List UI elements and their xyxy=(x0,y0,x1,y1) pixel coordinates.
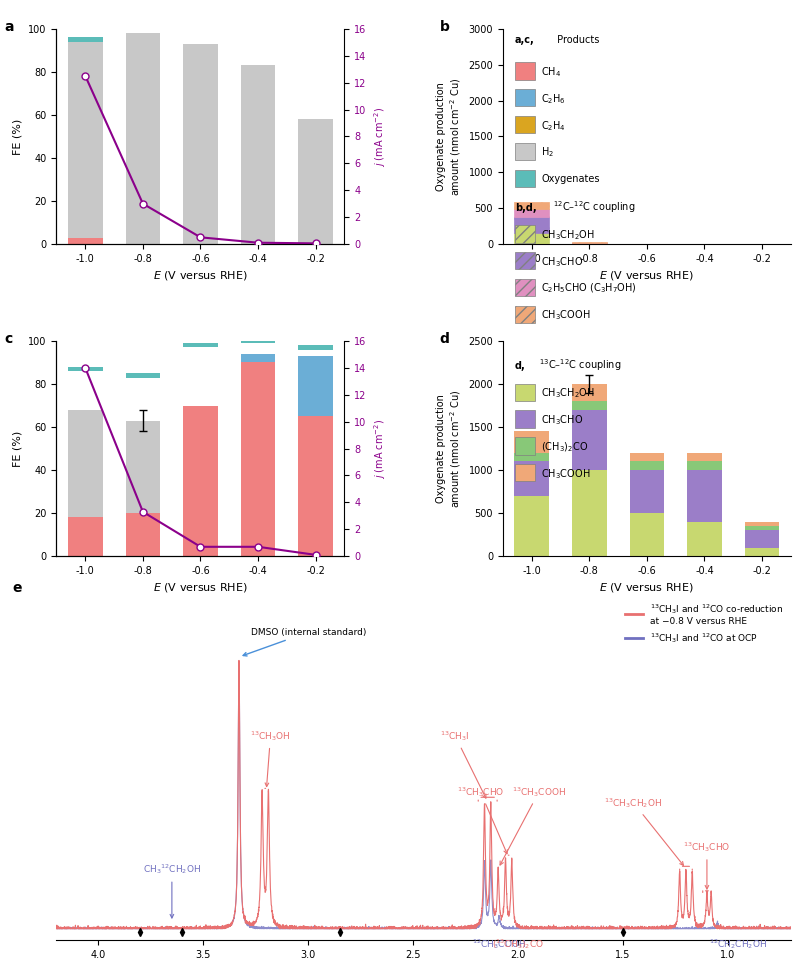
Bar xyxy=(629,453,664,461)
Bar xyxy=(68,238,102,244)
Bar xyxy=(240,341,275,343)
Bar xyxy=(126,373,160,378)
Text: CH$_3$$^{12}$CH$_2$OH: CH$_3$$^{12}$CH$_2$OH xyxy=(143,862,201,918)
Bar xyxy=(299,356,333,416)
Bar xyxy=(299,119,333,244)
Text: CH$_3$CH$_2$OH: CH$_3$CH$_2$OH xyxy=(541,228,596,242)
Text: CH$_4$: CH$_4$ xyxy=(541,65,562,79)
Bar xyxy=(240,354,275,363)
Bar xyxy=(629,513,664,556)
Bar xyxy=(572,409,607,470)
X-axis label: $E$ (V versus RHE): $E$ (V versus RHE) xyxy=(153,269,248,282)
Y-axis label: FE (%): FE (%) xyxy=(13,431,23,467)
Text: a: a xyxy=(5,20,15,35)
Bar xyxy=(688,522,721,556)
Text: d,: d, xyxy=(515,362,525,371)
Bar xyxy=(572,401,607,409)
Bar xyxy=(68,41,102,244)
Bar xyxy=(299,550,333,556)
Text: $^{12}$C–$^{12}$C coupling: $^{12}$C–$^{12}$C coupling xyxy=(550,199,636,215)
Text: a,c,: a,c, xyxy=(515,35,534,45)
Bar xyxy=(183,44,218,244)
Text: CH$_3$COOH: CH$_3$COOH xyxy=(541,309,591,322)
Text: b,d,: b,d, xyxy=(515,203,537,213)
Bar xyxy=(68,409,102,556)
Y-axis label: $j$ (mA cm$^{-2}$): $j$ (mA cm$^{-2}$) xyxy=(372,418,388,479)
Bar xyxy=(688,453,721,461)
Text: $^{13}$CH$_3$I: $^{13}$CH$_3$I xyxy=(441,729,486,798)
Bar xyxy=(183,406,218,556)
Bar xyxy=(514,217,549,233)
Bar xyxy=(240,363,275,556)
X-axis label: $E$ (V versus RHE): $E$ (V versus RHE) xyxy=(153,581,248,595)
Bar xyxy=(514,201,549,209)
Text: CH$_3$COOH: CH$_3$COOH xyxy=(541,467,591,480)
Text: e: e xyxy=(12,581,22,595)
Bar xyxy=(572,384,607,401)
Text: CH$_3$CHO: CH$_3$CHO xyxy=(541,255,583,269)
Text: $^{13}$CH$_3$CHO: $^{13}$CH$_3$CHO xyxy=(457,784,508,854)
Bar xyxy=(126,421,160,556)
Bar xyxy=(183,498,218,556)
Text: d: d xyxy=(440,333,449,346)
Text: (CH$_3$)$_2$CO: (CH$_3$)$_2$CO xyxy=(541,440,588,454)
Text: C$_2$H$_5$CHO (C$_3$H$_7$OH): C$_2$H$_5$CHO (C$_3$H$_7$OH) xyxy=(541,282,638,295)
Text: H$_2$: H$_2$ xyxy=(541,146,554,159)
Bar xyxy=(745,522,780,526)
Bar xyxy=(514,432,549,453)
X-axis label: $E$ (V versus RHE): $E$ (V versus RHE) xyxy=(600,581,694,595)
Bar xyxy=(745,548,780,556)
X-axis label: $E$ (V versus RHE): $E$ (V versus RHE) xyxy=(600,269,694,282)
Bar xyxy=(745,530,780,548)
Y-axis label: $j$ (mA cm$^{-2}$): $j$ (mA cm$^{-2}$) xyxy=(372,106,388,167)
Bar xyxy=(68,366,102,371)
Bar xyxy=(514,461,549,496)
Text: DMSO (internal standard): DMSO (internal standard) xyxy=(243,628,366,656)
Text: ($^{13}$CH$_3$)$_2$CO: ($^{13}$CH$_3$)$_2$CO xyxy=(492,938,544,951)
Text: $^{13}$CH$_3$CH$_2$OH: $^{13}$CH$_3$CH$_2$OH xyxy=(604,796,684,865)
Text: CH$_3$CHO: CH$_3$CHO xyxy=(541,413,583,427)
Bar xyxy=(68,37,102,41)
Bar xyxy=(514,453,549,461)
Text: C$_2$H$_6$: C$_2$H$_6$ xyxy=(541,92,567,105)
Text: $^{13}$C–$^{12}$C coupling: $^{13}$C–$^{12}$C coupling xyxy=(536,358,621,373)
Text: b: b xyxy=(440,20,449,35)
Y-axis label: FE (%): FE (%) xyxy=(13,118,23,154)
Text: $^{12}$CH$_2$CH$_2$OH: $^{12}$CH$_2$CH$_2$OH xyxy=(709,938,767,951)
Bar xyxy=(126,33,160,244)
Bar xyxy=(514,209,549,217)
Bar xyxy=(514,496,549,556)
Bar xyxy=(240,65,275,244)
Text: C$_2$H$_4$: C$_2$H$_4$ xyxy=(541,119,567,132)
Bar xyxy=(299,416,333,556)
Y-axis label: Oxygenate production
amount (nmol cm$^{-2}$ Cu): Oxygenate production amount (nmol cm$^{-… xyxy=(436,78,463,196)
Bar xyxy=(126,513,160,556)
Text: CH$_3$CH$_2$OH: CH$_3$CH$_2$OH xyxy=(541,386,596,400)
Bar xyxy=(745,526,780,530)
Y-axis label: Oxygenate production
amount (nmol cm$^{-2}$ Cu): Oxygenate production amount (nmol cm$^{-… xyxy=(436,389,463,507)
Bar xyxy=(688,470,721,522)
Text: $^{13}$CH$_3$CHO: $^{13}$CH$_3$CHO xyxy=(684,840,730,889)
Text: $^{12}$CH$_3$COOH: $^{12}$CH$_3$COOH xyxy=(472,938,526,951)
Text: $^{13}$CH$_3$COOH: $^{13}$CH$_3$COOH xyxy=(500,784,566,865)
Bar xyxy=(68,518,102,556)
Bar xyxy=(183,343,218,347)
Bar xyxy=(629,461,664,470)
Text: Products: Products xyxy=(554,35,599,45)
Bar xyxy=(240,546,275,556)
Bar xyxy=(514,233,549,244)
Bar xyxy=(688,461,721,470)
Bar xyxy=(629,470,664,513)
Legend: $^{13}$CH$_3$I and $^{12}$CO co-reduction
at −0.8 V versus RHE, $^{13}$CH$_3$I a: $^{13}$CH$_3$I and $^{12}$CO co-reductio… xyxy=(622,599,786,647)
Bar xyxy=(572,470,607,556)
Text: c: c xyxy=(5,333,13,346)
Text: $^{13}$CH$_3$OH: $^{13}$CH$_3$OH xyxy=(250,729,291,786)
Bar xyxy=(299,345,333,349)
Text: Oxygenates: Oxygenates xyxy=(541,175,600,184)
